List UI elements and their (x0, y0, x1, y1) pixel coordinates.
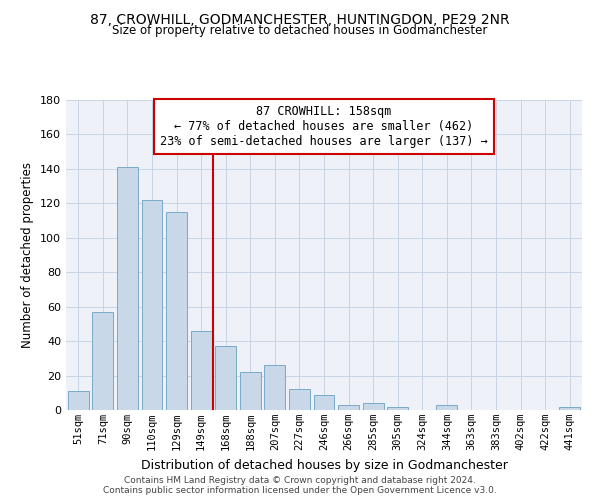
Bar (362, 403, 383, 410)
Bar (191, 331, 212, 410)
Bar (265, 365, 286, 410)
Y-axis label: Number of detached properties: Number of detached properties (22, 162, 34, 348)
Bar (289, 390, 310, 410)
Text: Size of property relative to detached houses in Godmanchester: Size of property relative to detached ho… (112, 24, 488, 37)
X-axis label: Distribution of detached houses by size in Godmanchester: Distribution of detached houses by size … (140, 458, 508, 471)
Bar (436, 405, 457, 410)
Bar (240, 372, 261, 410)
Bar (559, 406, 580, 410)
Bar (68, 391, 89, 410)
Bar (314, 394, 334, 410)
Text: Contains HM Land Registry data © Crown copyright and database right 2024.
Contai: Contains HM Land Registry data © Crown c… (103, 476, 497, 495)
Bar (387, 406, 408, 410)
Bar (166, 212, 187, 410)
Text: 87 CROWHILL: 158sqm
← 77% of detached houses are smaller (462)
23% of semi-detac: 87 CROWHILL: 158sqm ← 77% of detached ho… (160, 104, 488, 148)
Text: 87, CROWHILL, GODMANCHESTER, HUNTINGDON, PE29 2NR: 87, CROWHILL, GODMANCHESTER, HUNTINGDON,… (90, 12, 510, 26)
Bar (338, 405, 359, 410)
Bar (142, 200, 163, 410)
Bar (92, 312, 113, 410)
Bar (117, 167, 138, 410)
Bar (215, 346, 236, 410)
